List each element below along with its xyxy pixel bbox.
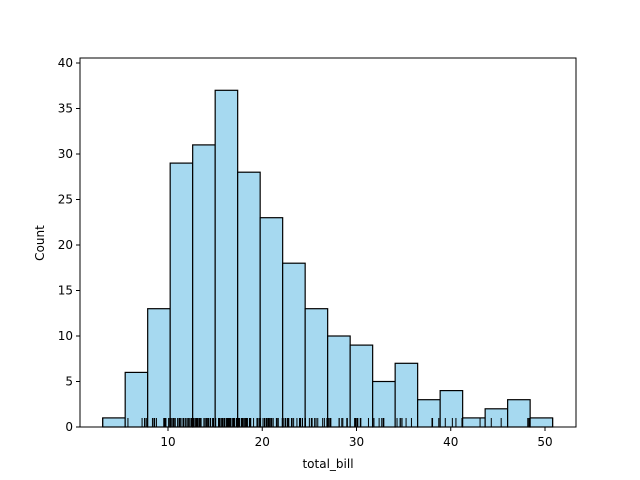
x-tick-label: 30 (349, 435, 364, 449)
histogram-bar (462, 417, 486, 428)
histogram-bar (192, 144, 216, 428)
histogram-bar (169, 162, 194, 428)
histogram-bar (349, 344, 374, 428)
y-tick-label: 30 (58, 147, 73, 161)
rug-ticks (102, 418, 554, 427)
y-tick-label: 15 (58, 284, 73, 298)
histogram-bar (507, 399, 531, 428)
y-tick-label: 10 (58, 329, 73, 343)
y-tick-label: 5 (65, 375, 73, 389)
histogram-bar (237, 171, 261, 428)
y-tick-label: 0 (65, 420, 73, 434)
y-tick-label: 20 (58, 238, 73, 252)
x-axis-ticks: 10 20 30 40 50 (160, 427, 553, 449)
histogram-bar (439, 390, 464, 428)
histogram-bar (282, 262, 306, 428)
histogram-bar (327, 335, 351, 428)
x-tick-label: 10 (160, 435, 175, 449)
y-axis-ticks: 0 5 10 15 20 25 30 35 40 (58, 56, 80, 434)
y-tick-label: 25 (58, 193, 73, 207)
histogram-bar (304, 308, 329, 428)
y-tick-label: 35 (58, 102, 73, 116)
y-tick-label: 40 (58, 56, 73, 70)
x-tick-label: 50 (537, 435, 552, 449)
histogram-bar (529, 417, 554, 428)
histogram-bar (417, 399, 441, 428)
histogram-bar (484, 408, 509, 428)
axes-frame (79, 57, 577, 428)
y-axis-label: Count (33, 225, 47, 261)
histogram-bar (394, 362, 419, 428)
x-tick-label: 20 (255, 435, 270, 449)
x-axis-label: total_bill (302, 457, 353, 471)
histogram-bar (259, 217, 284, 428)
histogram-bar (214, 89, 239, 428)
histogram-bars (102, 89, 554, 428)
x-tick-label: 40 (443, 435, 458, 449)
histogram-bar (102, 417, 126, 428)
histogram-bar (147, 308, 171, 428)
